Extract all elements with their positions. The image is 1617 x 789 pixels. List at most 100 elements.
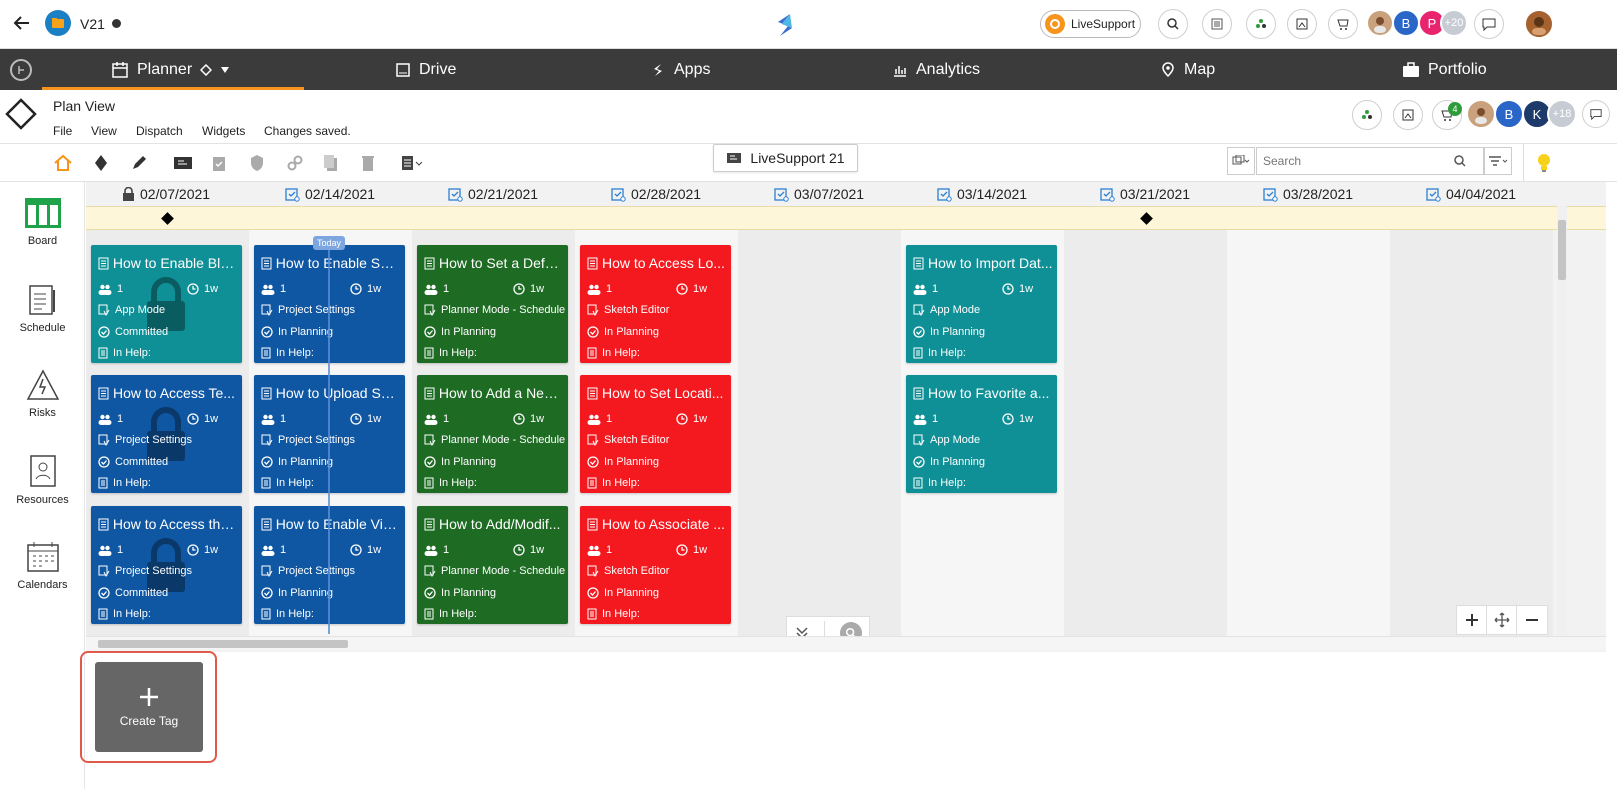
menu-widgets[interactable]: Widgets [202,124,246,138]
card-document-icon [913,387,924,400]
card-title[interactable]: How to Access Lo... [587,255,727,271]
task-card[interactable]: How to Set Locati... 1 1w Sketch Editor In P… [580,375,731,493]
shield-icon[interactable] [246,152,268,174]
column-date-header[interactable]: 03/07/2021 [774,182,864,206]
list-button[interactable] [1202,9,1232,39]
card-document-icon [587,518,598,531]
task-card[interactable]: How to Set a Defa... 1 1w Planner Mode - Sc… [417,245,568,363]
drive-button[interactable] [1287,9,1317,39]
card-title[interactable]: How to Import Dat... [913,255,1053,271]
horizontal-scrollbar[interactable] [86,636,1606,650]
view-toggle-button[interactable] [1227,147,1255,175]
power-icon[interactable] [10,59,32,81]
card-duration-text: 1w [693,413,708,425]
task-card[interactable]: How to Import Dat... 1 1w App Mode In Planni… [906,245,1057,363]
menu-dispatch[interactable]: Dispatch [136,124,183,138]
more-users-badge[interactable]: +20 [1440,9,1468,37]
header-apps-button[interactable] [1352,100,1382,130]
column-date-header[interactable]: 02/14/2021 [285,182,375,206]
pencil-icon[interactable] [128,152,150,174]
plan-selector-button[interactable]: LiveSupport 21 [713,144,858,172]
header-drive-button[interactable] [1393,100,1423,130]
nav-apps[interactable]: Apps [650,49,710,90]
milestone-diamond-icon[interactable] [1140,212,1153,225]
apps-button[interactable] [1246,9,1276,39]
card-title[interactable]: How to Set a Defa... [424,255,564,271]
user-avatar-photo[interactable] [1366,9,1394,37]
user-avatar[interactable]: B [1494,99,1524,129]
vertical-scrollbar[interactable] [1557,206,1567,636]
card-title[interactable]: How to Favorite a... [913,385,1053,401]
more-users-badge[interactable]: +18 [1547,99,1577,129]
nav-analytics[interactable]: Analytics [892,49,980,90]
column-date-header[interactable]: 02/28/2021 [611,182,701,206]
task-card[interactable]: How to Access Te... 1 1w Project Settings Co… [91,375,242,493]
project-logo-icon[interactable] [45,10,71,36]
pen-nib-icon[interactable] [90,152,112,174]
chat-button[interactable] [1474,9,1504,39]
card-title[interactable]: How to Upload Saf... [261,385,401,401]
document-dropdown-icon[interactable] [398,152,426,174]
header-chat-button[interactable] [1582,100,1610,128]
zoom-in-icon[interactable] [1457,606,1487,634]
profile-avatar[interactable] [1524,9,1554,39]
clipboard-check-icon[interactable] [208,152,230,174]
nav-map[interactable]: Map [1160,49,1215,90]
task-card[interactable]: How to Favorite a... 1 1w App Mode In Planni… [906,375,1057,493]
zoom-out-icon[interactable] [1517,606,1547,634]
filter-button[interactable] [1484,147,1512,175]
app-logo-icon[interactable] [770,10,800,40]
nav-portfolio[interactable]: Portfolio [1402,49,1487,90]
milestone-diamond-icon[interactable] [161,212,174,225]
column-date-header[interactable]: 04/04/2021 [1426,182,1516,206]
search-box[interactable] [1256,147,1484,175]
task-card[interactable]: How to Access Lo... 1 1w Sketch Editor In Pl… [580,245,731,363]
menu-view[interactable]: View [91,124,117,138]
vertical-scroll-thumb[interactable] [1558,220,1566,280]
back-arrow-icon[interactable] [12,13,32,33]
card-title[interactable]: How to Add/Modif... [424,516,564,532]
fit-view-icon[interactable] [1487,606,1517,634]
search-input[interactable] [1263,154,1453,168]
column-date-header[interactable]: 02/07/2021 [122,182,210,206]
livesupport-button[interactable]: LiveSupport [1040,10,1141,38]
side-item-calendars[interactable]: Calendars [0,526,85,606]
card-title[interactable]: How to Add a New... [424,385,564,401]
search-button[interactable] [1158,9,1188,39]
task-card[interactable]: How to Access the... 1 1w Project Settings C… [91,506,242,624]
task-card[interactable]: How to Add/Modif... 1 1w Planner Mode - Sch… [417,506,568,624]
tasks-button[interactable] [1328,9,1358,39]
user-avatar-photo[interactable] [1466,99,1496,129]
project-name[interactable]: V21 [80,16,105,32]
side-item-board[interactable]: Board [0,182,85,262]
side-item-risks[interactable]: Risks [0,354,85,434]
user-avatar[interactable]: B [1392,9,1420,37]
column-date-header[interactable]: 03/28/2021 [1263,182,1353,206]
task-card[interactable]: How to Add a New... 1 1w Planner Mode - Sch… [417,375,568,493]
column-date-header[interactable]: 03/21/2021 [1100,182,1190,206]
create-tag-button[interactable]: Create Tag [95,662,203,752]
card-title[interactable]: How to Associate ... [587,516,727,532]
task-card[interactable]: How to Enable Blo... 1 1w App Mode Committed… [91,245,242,363]
copy-icon[interactable] [320,152,342,174]
home-icon[interactable] [52,152,74,174]
column-date-header[interactable]: 02/21/2021 [448,182,538,206]
side-item-resources[interactable]: Resources [0,440,85,520]
card-title[interactable]: How to Set Locati... [587,385,727,401]
nav-planner[interactable]: Planner [111,49,230,90]
link-icon[interactable] [284,152,306,174]
lightbulb-icon[interactable] [1536,153,1552,173]
horizontal-scroll-thumb[interactable] [98,640,348,648]
menu-file[interactable]: File [53,124,73,138]
trash-icon[interactable] [357,152,379,174]
card-title[interactable]: How to Enable Blo... [98,255,238,271]
card-title[interactable]: How to Access the... [98,516,238,532]
ticket-icon[interactable] [172,152,194,174]
card-title[interactable]: How to Enable Saf... [261,255,401,271]
card-title[interactable]: How to Enable Visi... [261,516,401,532]
task-card[interactable]: How to Associate ... 1 1w Sketch Editor In P… [580,506,731,624]
card-title[interactable]: How to Access Te... [98,385,238,401]
column-date-header[interactable]: 03/14/2021 [937,182,1027,206]
side-item-schedule[interactable]: Schedule [0,268,85,348]
nav-drive[interactable]: Drive [395,49,456,90]
